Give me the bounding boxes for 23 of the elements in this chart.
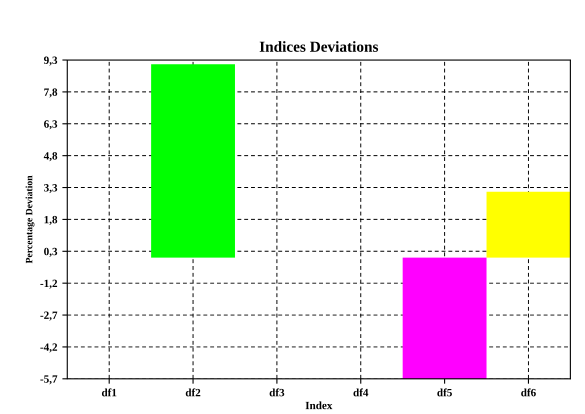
x-tick-label: df1	[102, 388, 116, 396]
x-axis-title: Index	[306, 401, 332, 410]
y-tick-label: 7,8	[44, 88, 58, 98]
x-tick-label: df6	[521, 388, 536, 396]
y-tick-label: 9,3	[44, 56, 58, 66]
bar	[402, 258, 487, 379]
bar	[151, 64, 235, 258]
y-tick-label: -1,2	[40, 280, 58, 289]
y-tick-label: 3,3	[44, 184, 58, 194]
y-axis-title: Percentage Deviation	[26, 176, 34, 264]
y-tick-label: 0,3	[44, 248, 58, 257]
y-tick-label: -2,7	[40, 312, 58, 321]
chart-title: Indices Deviations	[260, 41, 378, 52]
x-tick-label: df4	[353, 388, 368, 396]
y-tick-label: 1,8	[44, 216, 58, 225]
x-tick-label: df5	[437, 388, 452, 396]
y-tick-label: 4,8	[44, 152, 58, 162]
x-tick-label: df3	[270, 388, 284, 396]
y-tick-label: 6,3	[44, 120, 58, 130]
y-tick-label: -5,7	[40, 375, 58, 384]
bar	[486, 192, 570, 258]
x-tick-label: df2	[186, 388, 200, 396]
y-tick-label: -4,2	[40, 343, 58, 353]
